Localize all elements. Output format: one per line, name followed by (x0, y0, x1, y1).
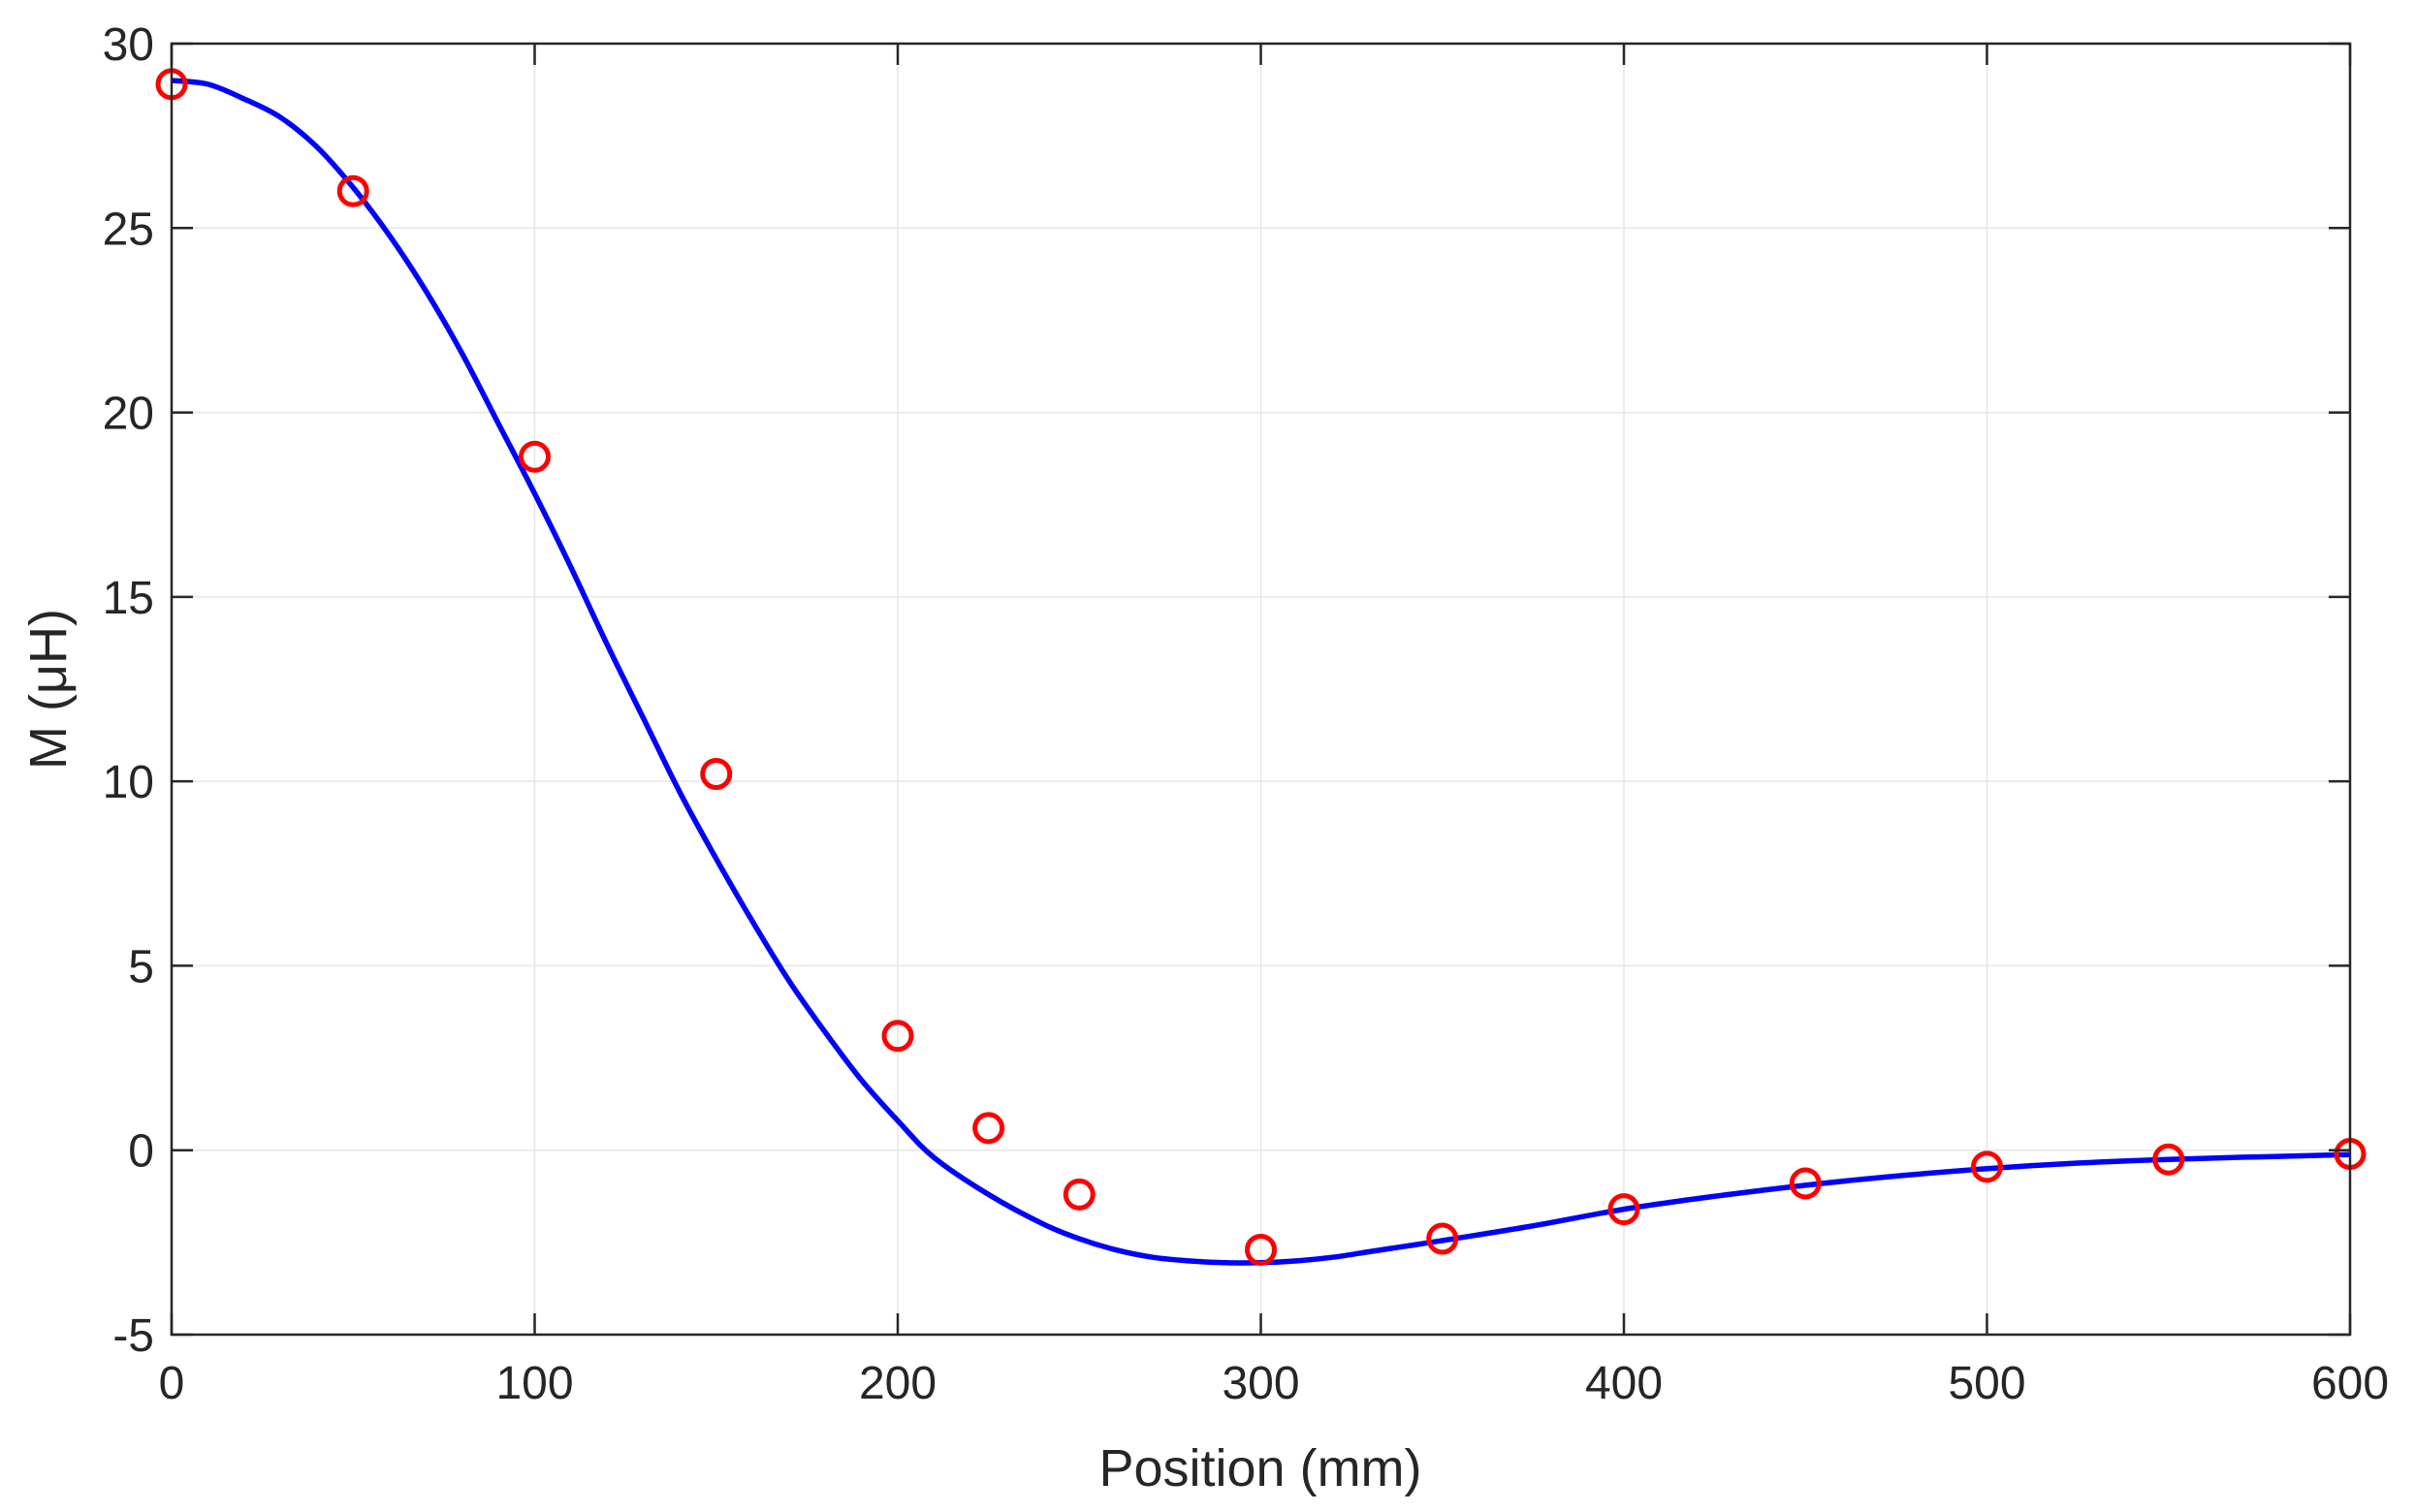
x-tick-label: 300 (1222, 1358, 1299, 1409)
series-line (171, 78, 2351, 1266)
y-tick-label: 15 (103, 573, 154, 624)
data-point (700, 758, 733, 791)
y-tick-label: 20 (103, 389, 154, 440)
data-point (1971, 1150, 2003, 1183)
data-point (1063, 1178, 1096, 1211)
data-point (881, 1020, 914, 1053)
x-tick-label: 500 (1948, 1358, 2025, 1409)
y-tick-labels: -5 0 5 10 15 20 25 30 (103, 19, 154, 1362)
x-tick-label: 100 (495, 1358, 573, 1409)
x-axis-label: Position (mm) (1098, 1439, 1421, 1497)
data-point (519, 440, 551, 473)
y-tick-label: 5 (128, 941, 154, 992)
y-tick-label: 30 (103, 19, 154, 71)
tick-marks (170, 42, 2352, 1337)
data-point (2152, 1143, 2185, 1176)
x-tick-label: 0 (159, 1358, 185, 1409)
data-point (336, 174, 369, 207)
x-tick-labels: 0 100 200 300 400 500 600 (159, 1358, 2389, 1409)
x-tick-label: 400 (1585, 1358, 1663, 1409)
data-point (1789, 1167, 1822, 1200)
data-point (1426, 1222, 1459, 1255)
y-tick-label: 25 (103, 204, 154, 255)
y-tick-label: 10 (103, 757, 154, 808)
data-point (1607, 1193, 1640, 1226)
series-line-group (171, 78, 2351, 1266)
data-point (972, 1112, 1005, 1145)
data-point (1245, 1233, 1277, 1266)
y-axis-label: M (μH) (19, 609, 78, 770)
x-tick-label: 200 (859, 1358, 937, 1409)
y-tick-label: 0 (128, 1126, 154, 1178)
x-tick-label: 600 (2311, 1358, 2389, 1409)
y-tick-label: -5 (112, 1310, 154, 1362)
